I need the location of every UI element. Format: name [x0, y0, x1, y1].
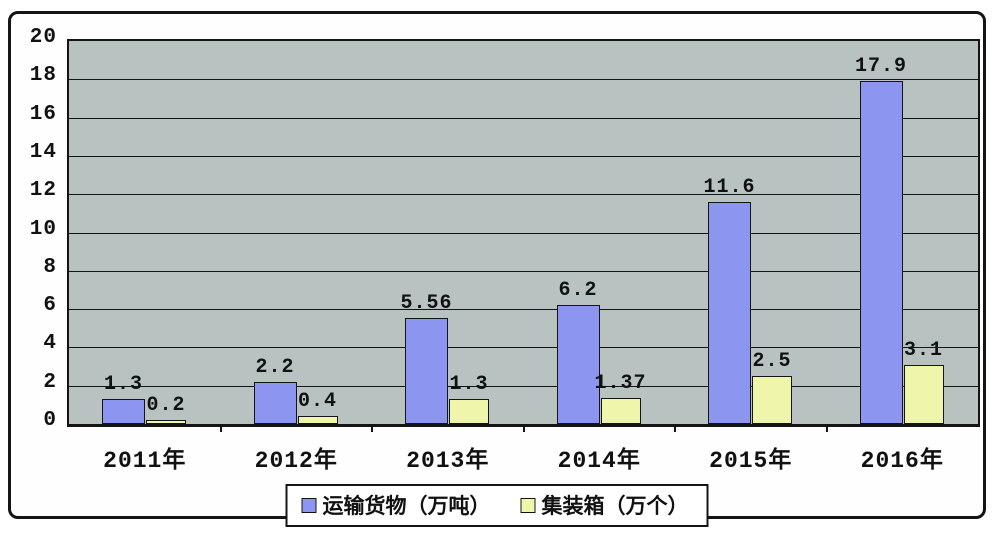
gridline-y16: [69, 117, 978, 119]
legend-label: 运输货物（万吨）: [322, 495, 491, 518]
gridline-y6: [69, 309, 978, 311]
bar-series2-2011年: [146, 420, 186, 424]
legend-item: 集装箱（万个）: [520, 490, 689, 520]
legend-swatch-icon: [520, 497, 536, 513]
y-tick-label: 20: [29, 26, 57, 49]
bar-value-label: 5.56: [400, 291, 453, 315]
bar-series2-2013年: [449, 399, 489, 424]
bar-series1-2012年: [253, 381, 297, 424]
bar-value-label: 6.2: [558, 279, 598, 303]
y-tick-label: 16: [29, 102, 57, 126]
y-tick-label: 18: [29, 64, 57, 88]
gridline-y2: [69, 385, 978, 387]
y-tick-label: 6: [43, 294, 57, 318]
legend-item: 运输货物（万吨）: [301, 490, 491, 520]
x-tick: [674, 424, 676, 432]
gridline-y18: [69, 79, 978, 81]
y-tick-label: 10: [29, 217, 57, 241]
bar-value-label: 2.5: [752, 350, 792, 374]
bar-value-label: 0.2: [146, 394, 186, 418]
bar-series1-2013年: [405, 317, 448, 424]
x-category-label: 2014年: [557, 448, 641, 474]
y-tick-label: 8: [43, 255, 57, 279]
bar-series2-2015年: [752, 376, 792, 424]
bar-series2-2016年: [903, 364, 944, 424]
legend-label: 集装箱（万个）: [541, 495, 689, 518]
bar-value-label: 2.2: [255, 355, 295, 379]
y-tick-label: 0: [43, 409, 57, 432]
bar-series1-2015年: [708, 201, 751, 424]
bar-series1-2016年: [859, 81, 903, 424]
x-tick: [522, 424, 525, 432]
chart-frame: 1.3 2.2 5.56 6.2 11.6 17.9 0.2 0.4 1.3 1.37 2.5 3.1…: [8, 11, 986, 527]
legend: 运输货物（万吨） 集装箱（万个）: [285, 484, 709, 527]
gridline-y12: [69, 194, 978, 196]
bar-series1-2011年: [102, 399, 145, 424]
x-category-label: 2013年: [406, 448, 490, 474]
gridline-y8: [69, 270, 978, 272]
bar-value-label: 11.6: [703, 175, 756, 199]
x-category-label: 2011年: [103, 448, 187, 474]
bar-value-label: 1.37: [594, 371, 647, 395]
bar-value-label: 0.4: [297, 390, 338, 414]
y-tick-label: 2: [43, 370, 57, 394]
legend-swatch-icon: [301, 497, 317, 513]
plot-area: 1.3 2.2 5.56 6.2 11.6 17.9 0.2 0.4 1.3 1.37 2.5 3.1…: [67, 39, 980, 474]
y-tick-label: 12: [29, 179, 57, 203]
bar-series2-2014年: [600, 397, 641, 424]
bar-value-label: 3.1: [903, 338, 944, 362]
y-tick-label: 14: [29, 140, 57, 164]
x-tick: [825, 424, 828, 432]
bar-value-label: 17.9: [854, 55, 908, 79]
x-category-label: 2016年: [860, 448, 944, 474]
y-tick-label: 4: [43, 332, 57, 356]
x-category-label: 2015年: [709, 448, 793, 474]
bar-series2-2012年: [297, 416, 338, 424]
gridline-y10: [69, 232, 978, 234]
x-tick: [371, 424, 373, 432]
bar-value-label: 1.3: [103, 373, 144, 397]
bar-value-label: 1.3: [449, 373, 489, 397]
gridline-y14: [69, 155, 978, 157]
x-tick: [219, 424, 222, 432]
bar-series1-2014年: [556, 305, 600, 424]
x-category-label: 2012年: [254, 448, 338, 474]
gridline-y4: [69, 347, 978, 349]
